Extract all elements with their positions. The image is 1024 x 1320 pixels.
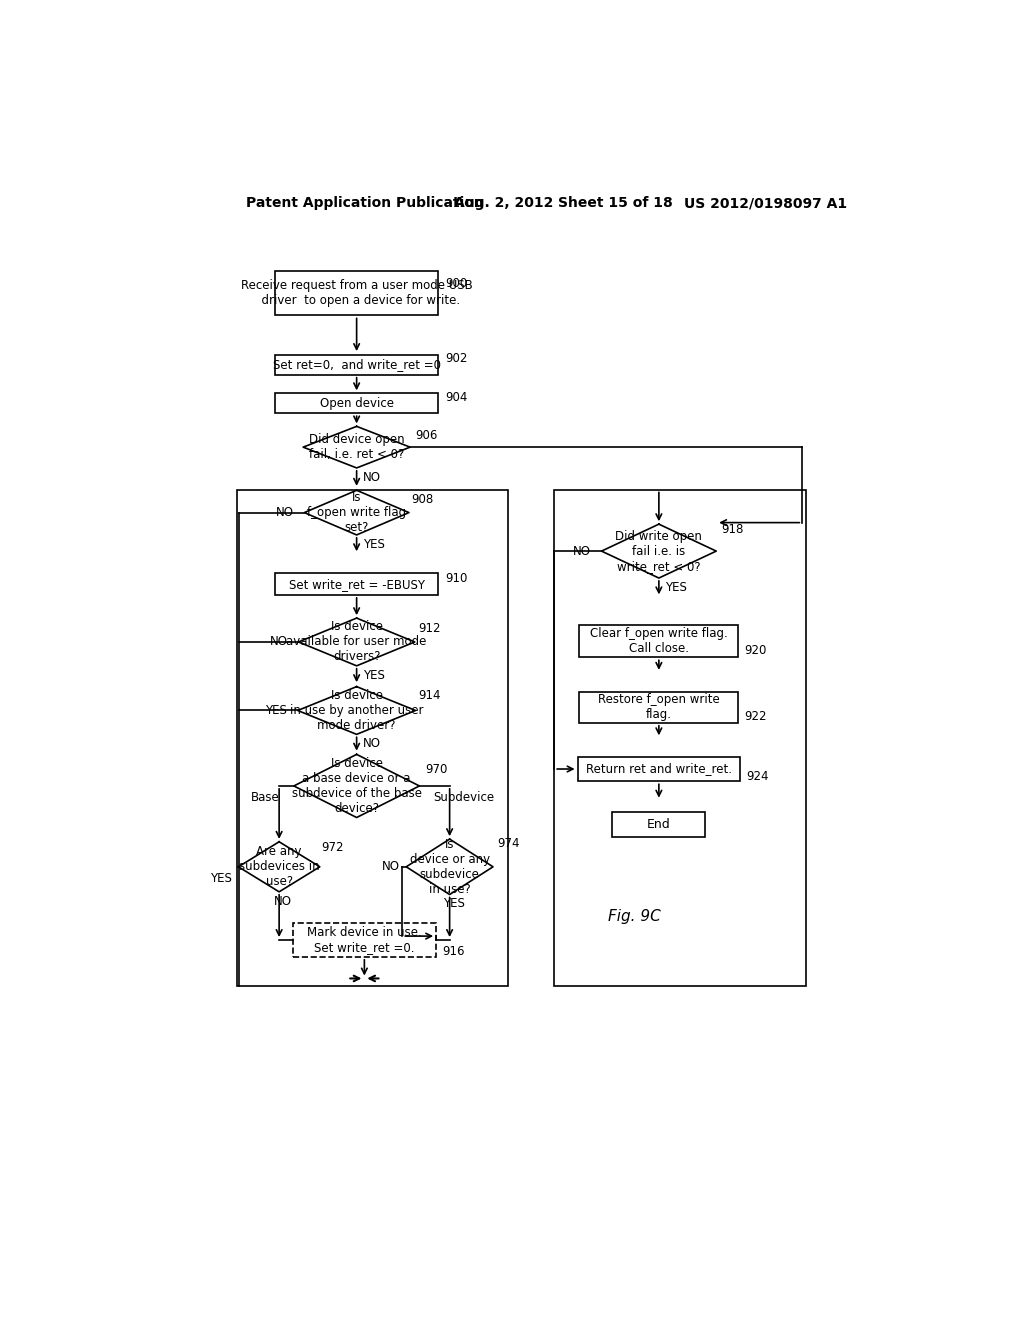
Bar xyxy=(237,490,508,986)
Bar xyxy=(275,271,438,315)
Text: Subdevice: Subdevice xyxy=(433,791,495,804)
Text: US 2012/0198097 A1: US 2012/0198097 A1 xyxy=(684,197,848,210)
Text: Is device
a base device or a
subdevice of the base
device?: Is device a base device or a subdevice o… xyxy=(292,756,422,814)
Text: 910: 910 xyxy=(445,572,468,585)
Text: 916: 916 xyxy=(442,945,464,958)
Text: 918: 918 xyxy=(721,523,743,536)
Text: Did device open
fail, i.e. ret < 0?: Did device open fail, i.e. ret < 0? xyxy=(309,433,404,461)
Text: 970: 970 xyxy=(425,763,447,776)
Bar xyxy=(580,626,738,657)
Text: 902: 902 xyxy=(445,352,468,366)
Text: NO: NO xyxy=(270,635,288,648)
Text: Is
device or any
subdevice
in use?: Is device or any subdevice in use? xyxy=(410,838,489,896)
Text: 904: 904 xyxy=(445,391,468,404)
Text: NO: NO xyxy=(362,737,381,750)
Bar xyxy=(275,355,438,375)
Text: Receive request from a user mode USB
  driver  to open a device for write.: Receive request from a user mode USB dri… xyxy=(241,279,472,308)
Text: Are any
subdevices in
use?: Are any subdevices in use? xyxy=(239,845,319,888)
Text: Clear f_open write flag.
Call close.: Clear f_open write flag. Call close. xyxy=(590,627,728,655)
Text: 924: 924 xyxy=(746,770,769,783)
Text: Patent Application Publication: Patent Application Publication xyxy=(246,197,483,210)
Text: YES: YES xyxy=(362,668,385,681)
Text: 920: 920 xyxy=(744,644,767,657)
Text: Return ret and write_ret.: Return ret and write_ret. xyxy=(586,763,732,776)
Text: Restore f_open write
flag.: Restore f_open write flag. xyxy=(598,693,720,722)
Text: Is
f_open write flag
set?: Is f_open write flag set? xyxy=(307,491,407,535)
Text: Mark device in use.
Set write_ret =0.: Mark device in use. Set write_ret =0. xyxy=(307,925,422,954)
Text: Did write open
fail i.e. is
write_ret < 0?: Did write open fail i.e. is write_ret < … xyxy=(615,529,702,573)
Text: Base: Base xyxy=(251,791,280,804)
Text: 914: 914 xyxy=(419,689,441,702)
Bar xyxy=(612,812,706,837)
Text: Sheet 15 of 18: Sheet 15 of 18 xyxy=(558,197,673,210)
Text: YES: YES xyxy=(265,704,287,717)
Bar xyxy=(275,393,438,413)
Text: NO: NO xyxy=(274,895,292,908)
Text: NO: NO xyxy=(275,506,294,519)
Bar xyxy=(578,756,740,781)
Text: NO: NO xyxy=(382,861,400,874)
Text: 900: 900 xyxy=(445,277,468,289)
Text: NO: NO xyxy=(573,545,591,557)
Text: 974: 974 xyxy=(498,837,520,850)
Text: YES: YES xyxy=(362,537,385,550)
Text: Fig. 9C: Fig. 9C xyxy=(608,909,662,924)
Text: YES: YES xyxy=(442,898,465,911)
Text: Is device
available for user mode
drivers?: Is device available for user mode driver… xyxy=(287,620,427,664)
Text: 972: 972 xyxy=(322,841,344,854)
Text: YES: YES xyxy=(665,581,687,594)
Bar xyxy=(275,573,438,595)
Text: 922: 922 xyxy=(744,710,767,723)
Text: 912: 912 xyxy=(419,622,441,635)
Text: YES: YES xyxy=(210,871,232,884)
Text: End: End xyxy=(647,818,671,832)
Bar xyxy=(554,490,806,986)
Text: Open device: Open device xyxy=(319,397,393,409)
Text: Set write_ret = -EBUSY: Set write_ret = -EBUSY xyxy=(289,578,425,591)
Text: Set ret=0,  and write_ret =0: Set ret=0, and write_ret =0 xyxy=(272,358,440,371)
Text: Aug. 2, 2012: Aug. 2, 2012 xyxy=(454,197,553,210)
Text: NO: NO xyxy=(362,471,381,483)
Text: 908: 908 xyxy=(411,492,433,506)
Bar xyxy=(580,692,738,723)
Bar xyxy=(293,923,436,957)
Text: Is device
in use by another user
mode driver?: Is device in use by another user mode dr… xyxy=(290,689,423,733)
Text: 906: 906 xyxy=(415,429,437,442)
